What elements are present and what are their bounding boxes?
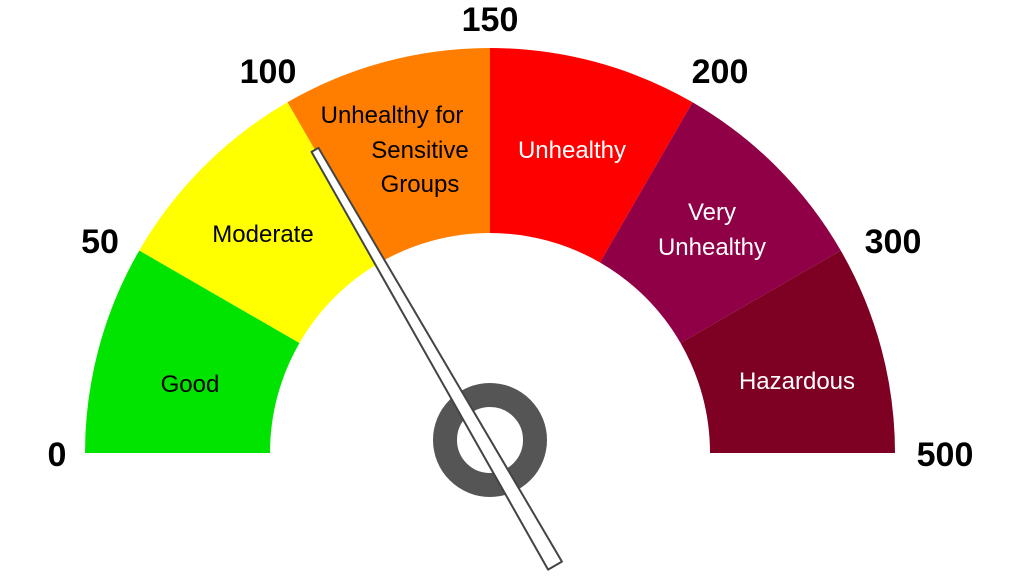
segment-good [85, 250, 300, 453]
segment-label: Sensitive [371, 137, 468, 164]
segment-label: Groups [381, 171, 460, 198]
segment-label: Unhealthy for [321, 102, 464, 129]
tick-label: 0 [48, 436, 67, 474]
segment-unhealthy [490, 48, 693, 263]
segment-very-unhealthy [600, 102, 841, 344]
tick-label: 50 [81, 223, 119, 261]
segment-unhealthy-for-sensitive-groups [287, 48, 490, 263]
tick-label: 200 [692, 53, 749, 91]
segment-label: Unhealthy [658, 234, 766, 261]
segment-label: Good [161, 371, 220, 398]
tick-label: 500 [917, 436, 974, 474]
needle [310, 146, 563, 571]
tick-label: 100 [240, 53, 297, 91]
hub-ring [433, 383, 547, 497]
segment-label: Hazardous [739, 368, 855, 395]
tick-label: 300 [865, 223, 922, 261]
segment-label: Unhealthy [518, 137, 626, 164]
segment-hazardous [680, 250, 895, 453]
segment-label: Moderate [212, 221, 313, 248]
tick-label: 150 [462, 1, 519, 39]
segment-label: Very [688, 199, 736, 226]
